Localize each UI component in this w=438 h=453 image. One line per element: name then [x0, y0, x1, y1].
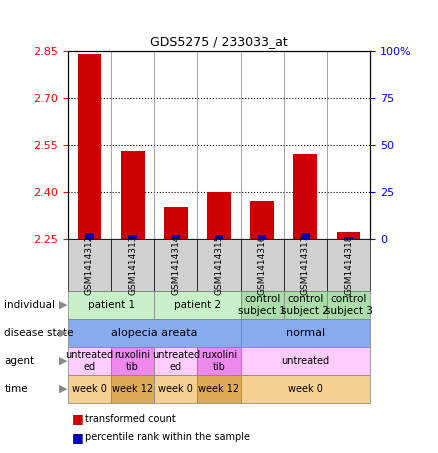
- Bar: [258, 235, 266, 239]
- Text: week 0: week 0: [72, 384, 107, 394]
- Text: patient 2: patient 2: [174, 300, 221, 310]
- Bar: [128, 235, 137, 239]
- Text: untreated
ed: untreated ed: [152, 350, 200, 372]
- Bar: [337, 232, 360, 239]
- Text: untreated
ed: untreated ed: [65, 350, 113, 372]
- Text: time: time: [4, 384, 28, 394]
- Text: week 0: week 0: [288, 384, 323, 394]
- Bar: [293, 154, 317, 239]
- Text: GSM1414313: GSM1414313: [128, 235, 137, 295]
- Text: agent: agent: [4, 356, 35, 366]
- Bar: [301, 233, 310, 239]
- Text: ■: ■: [72, 431, 84, 443]
- Text: control
subject 1: control subject 1: [238, 294, 286, 316]
- Bar: [164, 207, 188, 239]
- Text: ▶: ▶: [59, 328, 68, 338]
- Text: week 12: week 12: [198, 384, 240, 394]
- Text: GSM1414312: GSM1414312: [85, 235, 94, 295]
- Text: ruxolini
tib: ruxolini tib: [115, 350, 151, 372]
- Bar: [207, 192, 231, 239]
- Text: GSM1414318: GSM1414318: [344, 235, 353, 295]
- Bar: [172, 235, 180, 239]
- Bar: [344, 237, 353, 239]
- Text: disease state: disease state: [4, 328, 74, 338]
- Text: untreated: untreated: [281, 356, 329, 366]
- Bar: [78, 54, 101, 239]
- Text: patient 1: patient 1: [88, 300, 134, 310]
- Text: ▶: ▶: [59, 384, 68, 394]
- Text: ■: ■: [72, 413, 84, 425]
- Bar: [85, 233, 94, 239]
- Text: control
subject 3: control subject 3: [325, 294, 372, 316]
- Text: GSM1414316: GSM1414316: [258, 235, 267, 295]
- Text: percentile rank within the sample: percentile rank within the sample: [85, 432, 251, 442]
- Bar: [250, 201, 274, 239]
- Text: individual: individual: [4, 300, 55, 310]
- Bar: [215, 235, 223, 239]
- Text: ruxolini
tib: ruxolini tib: [201, 350, 237, 372]
- Title: GDS5275 / 233033_at: GDS5275 / 233033_at: [150, 35, 288, 48]
- Text: normal: normal: [286, 328, 325, 338]
- Text: control
subject 2: control subject 2: [281, 294, 329, 316]
- Bar: [121, 151, 145, 239]
- Text: GSM1414314: GSM1414314: [171, 235, 180, 295]
- Text: GSM1414315: GSM1414315: [215, 235, 223, 295]
- Text: ▶: ▶: [59, 300, 68, 310]
- Text: ▶: ▶: [59, 356, 68, 366]
- Text: GSM1414317: GSM1414317: [301, 235, 310, 295]
- Text: week 0: week 0: [159, 384, 193, 394]
- Text: transformed count: transformed count: [85, 414, 176, 424]
- Text: week 12: week 12: [112, 384, 153, 394]
- Text: alopecia areata: alopecia areata: [111, 328, 198, 338]
